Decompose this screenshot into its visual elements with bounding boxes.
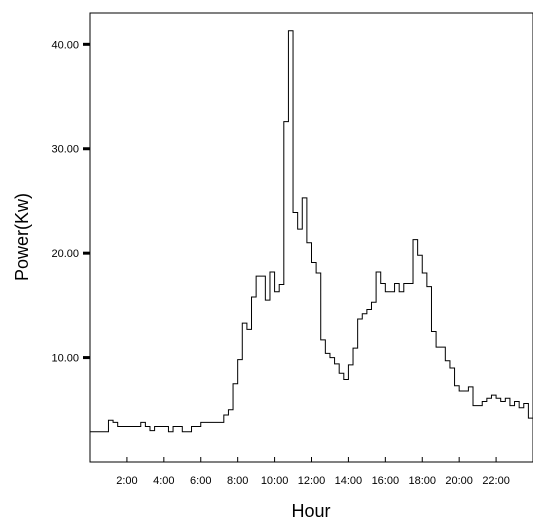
y-axis-ticks: 10.00 20.00 30.00 40.00 xyxy=(51,39,90,365)
y-tick-label: 20.00 xyxy=(51,248,79,260)
y-tick-label: 10.00 xyxy=(51,353,79,365)
x-tick-label: 2:00 xyxy=(116,475,137,487)
x-tick-label: 14:00 xyxy=(335,475,363,487)
x-tick-label: 4:00 xyxy=(153,475,174,487)
x-tick-label: 20:00 xyxy=(445,475,473,487)
series-line-power xyxy=(90,30,533,433)
x-axis-title: Hour xyxy=(291,501,330,521)
plot-area-frame xyxy=(89,12,533,463)
x-tick-label: 6:00 xyxy=(190,475,211,487)
y-tick-label: 40.00 xyxy=(51,39,79,51)
x-tick-label: 8:00 xyxy=(227,475,248,487)
x-tick-label: 18:00 xyxy=(408,475,436,487)
x-axis-ticks: 2:00 4:00 6:00 8:00 10:00 12:00 14:00 16:00 18:0… xyxy=(116,457,510,487)
x-tick-label: 22:00 xyxy=(482,475,510,487)
y-tick-label: 30.00 xyxy=(51,144,79,156)
x-tick-label: 10:00 xyxy=(261,475,289,487)
x-tick-label: 16:00 xyxy=(372,475,400,487)
x-tick-label: 12:00 xyxy=(298,475,326,487)
y-axis-title: Power(Kw) xyxy=(12,193,32,281)
